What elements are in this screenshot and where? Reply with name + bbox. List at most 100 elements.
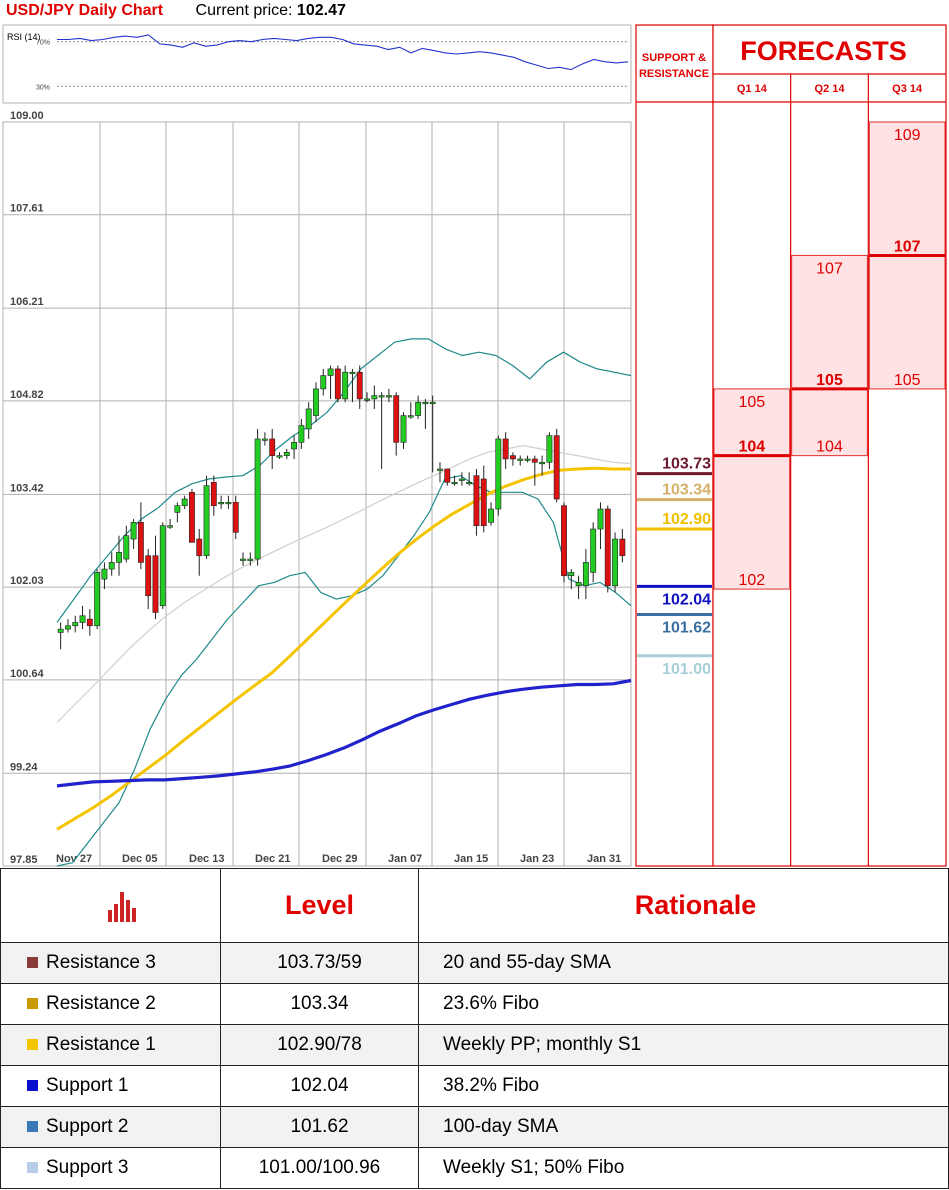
sr-level-label: 101.62 bbox=[662, 619, 711, 636]
level-name-cell: Support 1 bbox=[0, 1065, 221, 1107]
chart-area: 109.00 107.61 106.21 104.82 103.42 102.03 100.… bbox=[2, 24, 947, 867]
candle-body bbox=[196, 538, 203, 557]
candle-body bbox=[539, 462, 546, 465]
level-color-swatch bbox=[27, 957, 38, 968]
candle-body bbox=[305, 408, 312, 430]
x-tick-label: Jan 31 bbox=[587, 853, 621, 865]
candle-body bbox=[451, 482, 458, 485]
candle-body bbox=[86, 618, 93, 627]
candle-body bbox=[437, 468, 443, 471]
sr-panel bbox=[635, 24, 714, 867]
sr-level-label: 103.34 bbox=[662, 482, 711, 499]
rsi-level-label: 70% bbox=[36, 40, 50, 47]
forecast-quarter-label: Q1 14 bbox=[737, 83, 768, 95]
forecast-quarter-label: Q2 14 bbox=[815, 83, 846, 95]
x-tick-label: Dec 13 bbox=[189, 853, 224, 865]
bar-chart-icon bbox=[0, 868, 221, 943]
level-value-cell: 101.62 bbox=[220, 1106, 419, 1148]
candle-body bbox=[517, 458, 524, 461]
level-color-swatch bbox=[27, 1121, 38, 1132]
sma-20-line bbox=[56, 445, 632, 723]
forecast-range-box bbox=[791, 254, 868, 457]
forecast-high-label: 105 bbox=[738, 394, 765, 411]
sr-level-label: 101.00 bbox=[662, 661, 711, 678]
candle-body bbox=[334, 368, 341, 400]
candle-body bbox=[619, 538, 626, 557]
rsi-label: RSI (14) bbox=[7, 32, 41, 42]
candle-body bbox=[137, 522, 144, 563]
candle-body bbox=[561, 505, 567, 577]
candle-body bbox=[261, 438, 268, 441]
level-value-cell: 103.73/59 bbox=[220, 942, 419, 984]
rationale-cell: 20 and 55-day SMA bbox=[418, 942, 949, 984]
sma-100-line bbox=[56, 678, 632, 788]
y-tick-label: 102.03 bbox=[10, 575, 44, 587]
candle-body bbox=[218, 502, 225, 505]
candle-body bbox=[232, 502, 239, 533]
forecast-high-label: 107 bbox=[816, 260, 843, 277]
y-tick-label: 106.21 bbox=[10, 296, 44, 308]
candle-body bbox=[145, 555, 152, 597]
candle-body bbox=[327, 368, 334, 376]
candle-body bbox=[291, 441, 298, 450]
candle-body bbox=[502, 438, 509, 460]
forecast-quarter-label: Q3 14 bbox=[892, 83, 923, 95]
x-tick-label: Jan 23 bbox=[520, 853, 554, 865]
table-row: Resistance 3 103.73/59 20 and 55-day SMA bbox=[0, 942, 949, 984]
x-tick-label: Nov 27 bbox=[56, 853, 92, 865]
rationale-cell: Weekly S1; 50% Fibo bbox=[418, 1147, 949, 1189]
candle-body bbox=[612, 538, 618, 587]
candle-body bbox=[181, 498, 188, 506]
candle-body bbox=[356, 371, 363, 400]
x-tick-label: Dec 05 bbox=[122, 853, 157, 865]
level-name: Support 2 bbox=[46, 1116, 129, 1137]
y-tick-label: 97.85 bbox=[10, 854, 38, 866]
forecast-median-label: 105 bbox=[816, 372, 843, 389]
x-tick-label: Jan 15 bbox=[454, 853, 488, 865]
candle-body bbox=[415, 401, 422, 416]
candle-body bbox=[488, 508, 494, 523]
candle-body bbox=[385, 395, 392, 398]
level-color-swatch bbox=[27, 1162, 38, 1173]
candle-body bbox=[108, 562, 115, 570]
candle-body bbox=[546, 435, 553, 463]
level-name: Resistance 1 bbox=[46, 1034, 156, 1055]
candle-body bbox=[575, 582, 582, 587]
level-value-cell: 102.90/78 bbox=[220, 1024, 419, 1066]
candle-body bbox=[342, 371, 349, 400]
candle-body bbox=[320, 375, 327, 390]
y-tick-label: 109.00 bbox=[10, 110, 44, 122]
rsi-panel bbox=[2, 24, 632, 104]
candle-body bbox=[94, 572, 101, 627]
candle-body bbox=[407, 415, 414, 418]
candle-body bbox=[458, 478, 465, 481]
level-color-swatch bbox=[27, 998, 38, 1009]
level-value-cell: 101.00/100.96 bbox=[220, 1147, 419, 1189]
candle-body bbox=[174, 505, 181, 513]
level-name-cell: Resistance 1 bbox=[0, 1024, 221, 1066]
candle-body bbox=[400, 415, 407, 443]
candle-body bbox=[247, 558, 254, 561]
sr-level-label: 103.73 bbox=[662, 456, 711, 473]
rsi-level-label: 30% bbox=[36, 84, 50, 91]
current-price-label: Current price: bbox=[195, 2, 293, 19]
level-value-cell: 102.04 bbox=[220, 1065, 419, 1107]
candle-body bbox=[524, 458, 531, 461]
candle-body bbox=[72, 622, 79, 627]
y-tick-label: 103.42 bbox=[10, 482, 44, 494]
rationale-cell: Weekly PP; monthly S1 bbox=[418, 1024, 949, 1066]
rationale-cell: 23.6% Fibo bbox=[418, 983, 949, 1025]
forecast-median-label: 107 bbox=[894, 238, 921, 255]
candle-body bbox=[466, 482, 473, 485]
rationale-cell: 38.2% Fibo bbox=[418, 1065, 949, 1107]
table-row: Support 2 101.62 100-day SMA bbox=[0, 1106, 949, 1148]
level-name: Support 3 bbox=[46, 1157, 129, 1178]
candle-body bbox=[393, 395, 400, 443]
candle-body bbox=[597, 508, 604, 530]
candle-body bbox=[568, 572, 575, 577]
candle-body bbox=[79, 615, 86, 623]
current-price-value: 102.47 bbox=[296, 2, 346, 19]
candle-body bbox=[429, 401, 436, 405]
candle-body bbox=[167, 525, 173, 528]
candle-body bbox=[65, 625, 71, 630]
